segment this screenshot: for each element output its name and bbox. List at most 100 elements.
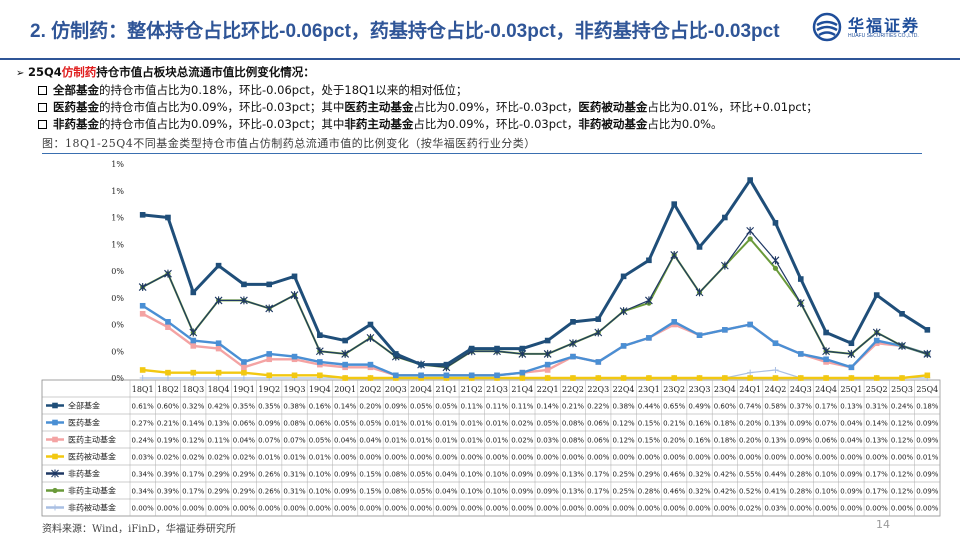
data-label: 0.28% [790, 471, 813, 479]
data-point [342, 375, 348, 381]
data-point [215, 262, 222, 269]
data-label: 0.08% [283, 420, 306, 428]
data-point [646, 257, 652, 264]
y-tick-label: 0% [111, 294, 124, 303]
legend-label: 医药基金 [68, 418, 100, 428]
data-point [138, 283, 147, 292]
data-point [620, 343, 627, 349]
x-tick-label: 23Q4 [714, 385, 736, 394]
data-label: 0.05% [410, 471, 433, 479]
data-label: 0.02% [182, 454, 205, 462]
data-point [823, 375, 829, 381]
data-point [543, 349, 552, 358]
data-label: 0.00% [612, 454, 635, 462]
bullet-main-pre: 25Q4 [28, 65, 62, 79]
data-label: 0.00% [309, 505, 332, 513]
data-point [670, 250, 679, 259]
data-label: 0.35% [233, 403, 256, 411]
x-tick-label: 25Q2 [866, 385, 888, 394]
data-label: 0.29% [233, 471, 256, 479]
data-label: 0.38% [283, 403, 306, 411]
x-tick-label: 19Q4 [309, 385, 331, 394]
bullet-3-text-1: 的持仓市值占比为0.09%，环比-0.03pct；其中 [99, 117, 345, 131]
data-label: 0.00% [840, 454, 863, 462]
legend-label: 医药被动基金 [68, 452, 116, 462]
data-label: 0.25% [612, 471, 635, 479]
data-point [595, 359, 602, 365]
data-label: 0.00% [537, 505, 560, 513]
data-point [898, 341, 906, 350]
data-label: 0.24% [132, 437, 155, 445]
legend-label: 非药主动基金 [68, 486, 116, 496]
data-point [544, 367, 551, 373]
data-label: 0.09% [840, 471, 863, 479]
data-point [494, 372, 500, 379]
data-point [595, 316, 602, 322]
data-label: 0.00% [891, 505, 914, 513]
data-label: 0.01% [461, 420, 484, 428]
data-label: 0.22% [587, 403, 610, 411]
data-point [746, 226, 755, 235]
data-label: 0.09% [537, 471, 560, 479]
data-point [873, 375, 880, 381]
data-point [671, 201, 678, 207]
data-label: 0.00% [410, 505, 433, 513]
data-label: 0.13% [764, 437, 787, 445]
data-point [139, 311, 146, 317]
data-point [696, 244, 703, 250]
bullet-2-bold-2: 医药主动基金 [344, 100, 414, 114]
data-point [291, 353, 298, 360]
data-point [544, 361, 551, 368]
data-label: 0.00% [537, 454, 560, 462]
data-point [822, 347, 830, 356]
data-point [646, 375, 652, 381]
data-point [771, 256, 780, 265]
data-label: 0.34% [132, 471, 155, 479]
data-label: 0.00% [562, 454, 585, 462]
data-label: 0.00% [815, 505, 838, 513]
data-point [190, 343, 197, 349]
data-point [772, 366, 779, 373]
data-label: 0.06% [587, 437, 610, 445]
data-label: 0.09% [916, 471, 939, 479]
data-point [772, 340, 779, 347]
data-label: 0.06% [233, 420, 256, 428]
data-label: 0.01% [916, 454, 939, 462]
data-point [290, 291, 299, 300]
x-tick-label: 25Q1 [840, 385, 862, 394]
data-label: 0.18% [916, 403, 939, 411]
data-label: 0.09% [334, 488, 357, 496]
x-tick-label: 25Q3 [891, 385, 913, 394]
logo-text-en: HUAFU SECURITIES CO.,LTD. [848, 33, 919, 39]
legend-swatch-marker [52, 504, 58, 511]
data-point [772, 265, 779, 271]
data-label: 0.08% [385, 488, 408, 496]
bullet-3-bold-3: 非药被动基金 [578, 117, 648, 131]
x-tick-label: 19Q1 [233, 385, 255, 394]
data-point [165, 319, 171, 325]
data-point [165, 214, 171, 221]
data-label: 0.20% [359, 403, 382, 411]
data-point [923, 349, 932, 358]
data-label: 0.01% [385, 437, 408, 445]
data-label: 0.04% [435, 471, 458, 479]
data-label: 0.58% [764, 403, 787, 411]
data-point [848, 375, 855, 381]
x-tick-label: 22Q1 [537, 385, 559, 394]
data-label: 0.09% [916, 420, 939, 428]
data-label: 0.00% [638, 454, 661, 462]
x-tick-label: 20Q3 [385, 385, 407, 394]
data-label: 0.00% [486, 454, 509, 462]
data-label: 0.00% [334, 505, 357, 513]
y-tick-label: 1% [111, 187, 124, 196]
data-label: 0.00% [612, 505, 635, 513]
data-point [190, 375, 197, 381]
data-label: 0.18% [714, 420, 737, 428]
page-title: 2. 仿制药：整体持仓占比环比-0.06pct，药基持仓占比-0.03pct，非… [30, 21, 780, 42]
data-point [139, 367, 146, 373]
x-tick-label: 18Q4 [208, 385, 230, 394]
x-tick-label: 22Q3 [587, 385, 609, 394]
y-tick-label: 0% [111, 347, 124, 356]
x-tick-label: 20Q1 [334, 385, 356, 394]
legend-swatch-marker [52, 419, 58, 426]
